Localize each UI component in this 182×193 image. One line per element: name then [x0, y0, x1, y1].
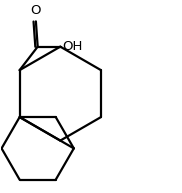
Text: OH: OH — [62, 40, 82, 53]
Text: O: O — [31, 4, 41, 17]
